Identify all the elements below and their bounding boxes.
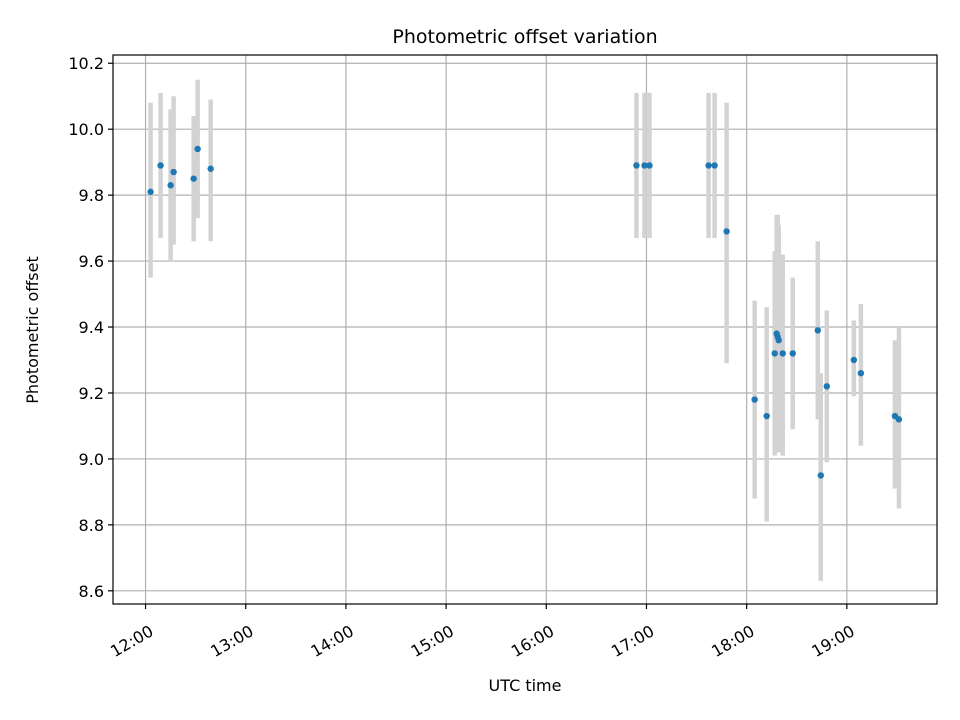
y-axis-label: Photometric offset — [23, 256, 42, 404]
data-point — [789, 350, 796, 357]
y-tick-label: 10.0 — [68, 120, 104, 139]
y-tick-label: 9.4 — [79, 318, 104, 337]
data-point — [763, 412, 770, 420]
data-point — [850, 356, 858, 364]
data-point — [170, 168, 177, 176]
data-point — [895, 416, 903, 423]
data-point — [633, 162, 640, 169]
plot-frame — [112, 54, 938, 605]
data-point — [705, 162, 712, 169]
grid — [113, 55, 937, 604]
data-point — [167, 182, 174, 189]
data-point — [711, 162, 718, 169]
y-tick-label: 9.8 — [79, 186, 104, 205]
data-point — [779, 350, 786, 357]
data-point — [190, 175, 197, 182]
data-point — [646, 162, 653, 169]
y-tick-label: 8.8 — [79, 516, 104, 535]
y-tick-label: 9.0 — [79, 450, 104, 469]
data-point — [771, 350, 778, 357]
y-tick-label: 10.2 — [68, 54, 104, 73]
data-point — [751, 396, 758, 403]
data-point — [817, 472, 824, 479]
y-axis-ticks: 8.6 8.8 9.0 9.2 9.4 9.6 9.8 10.0 10.2 — [68, 54, 113, 601]
chart-title: Photometric offset variation — [392, 26, 657, 48]
y-tick-label: 8.6 — [79, 582, 104, 601]
data-point — [641, 162, 648, 169]
data-point — [194, 145, 201, 153]
data-point — [157, 162, 164, 169]
y-tick-label: 9.6 — [79, 252, 104, 271]
data-point — [147, 188, 154, 196]
data-points — [147, 145, 903, 479]
data-point — [775, 337, 782, 344]
data-point — [857, 369, 865, 377]
data-point — [814, 327, 821, 334]
data-point — [723, 228, 730, 235]
data-point — [207, 165, 214, 172]
x-axis-label: UTC time — [489, 676, 562, 695]
y-tick-label: 9.2 — [79, 384, 104, 403]
data-point — [823, 383, 830, 390]
